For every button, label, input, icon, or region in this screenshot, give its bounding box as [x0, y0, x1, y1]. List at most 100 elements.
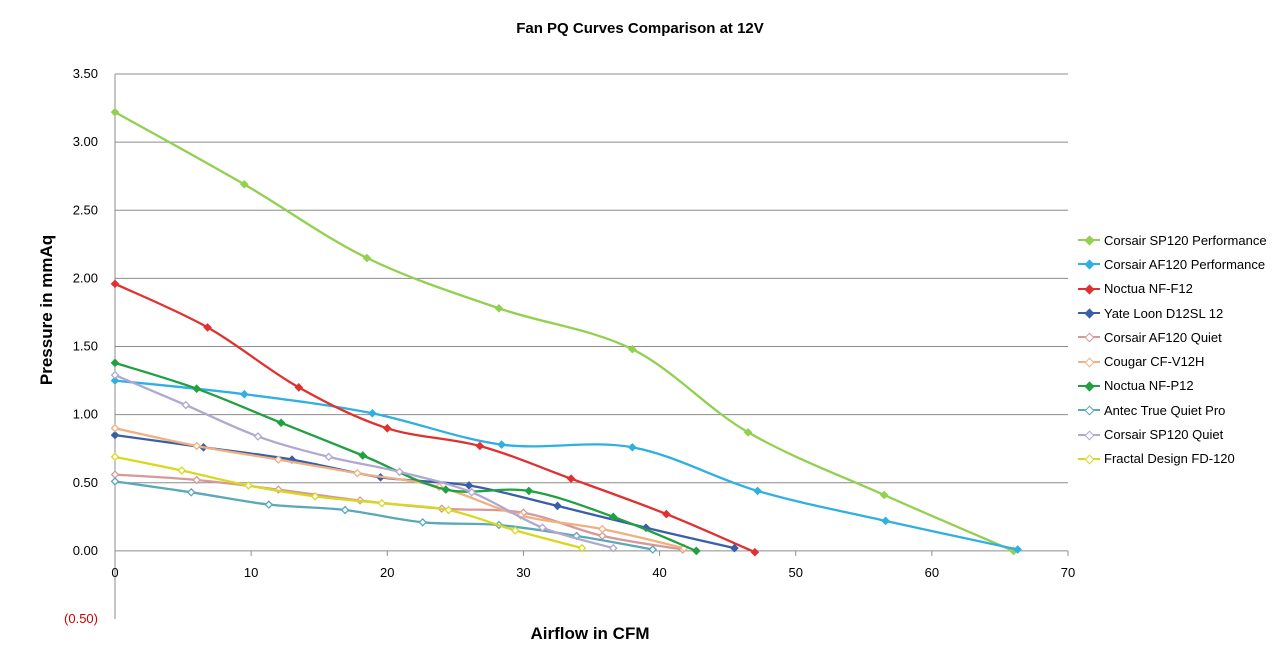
data-point	[648, 545, 658, 554]
chart-legend: Corsair SP120 Performance Corsair AF120 P…	[1078, 228, 1267, 471]
data-point	[467, 487, 477, 497]
y-tick-label: 2.00	[73, 270, 98, 285]
data-point	[264, 500, 274, 509]
data-point	[524, 486, 534, 496]
data-point	[274, 455, 283, 464]
y-tick-label: 2.50	[73, 202, 98, 217]
data-point	[310, 492, 320, 501]
data-point	[382, 423, 392, 433]
data-point	[750, 547, 760, 557]
data-point	[628, 344, 637, 354]
data-point	[240, 180, 249, 189]
series-line-noctua-nf-p12	[114, 361, 697, 552]
legend-label: Antec True Quiet Pro	[1104, 402, 1226, 418]
data-point	[110, 358, 120, 368]
legend-item: Corsair SP120 Quiet	[1078, 422, 1267, 446]
data-point	[358, 451, 368, 460]
legend-item: Fractal Design FD-120	[1078, 447, 1267, 471]
data-point	[441, 485, 451, 494]
data-point	[244, 481, 253, 490]
y-axis-label: Pressure in mmAq	[37, 234, 56, 386]
data-point	[464, 481, 474, 490]
data-point	[662, 509, 671, 519]
x-tick-label: 40	[652, 565, 666, 580]
data-point	[743, 428, 753, 437]
legend-swatch-marker	[1084, 381, 1095, 392]
data-point	[110, 470, 120, 479]
legend-label: Corsair SP120 Quiet	[1104, 427, 1224, 443]
y-tick-label: (0.50)	[64, 611, 98, 626]
data-point	[177, 466, 187, 475]
data-point	[608, 543, 618, 553]
legend-swatch	[1078, 356, 1100, 368]
legend-item: Corsair SP120 Performance	[1078, 228, 1267, 252]
data-point	[110, 477, 120, 486]
data-point	[577, 543, 587, 553]
legend-item: Corsair AF120 Performance	[1078, 252, 1267, 276]
data-point	[110, 423, 120, 433]
legend-item: Noctua NF-F12	[1078, 277, 1267, 301]
series-line-corsair-af120-performance	[114, 379, 1018, 551]
legend-item: Antec True Quiet Pro	[1078, 398, 1267, 422]
legend-swatch-marker	[1084, 235, 1095, 246]
data-point	[110, 107, 120, 117]
x-tick-label: 70	[1061, 565, 1075, 580]
chart-title: Fan PQ Curves Comparison at 12V	[516, 20, 764, 37]
data-point	[192, 441, 202, 451]
data-point	[598, 531, 607, 541]
data-point	[881, 516, 890, 526]
data-point	[353, 468, 362, 478]
data-point	[110, 370, 120, 380]
data-point	[598, 524, 607, 534]
data-point	[553, 501, 562, 511]
x-tick-label: 50	[788, 565, 802, 580]
x-tick-label: 0	[111, 565, 118, 580]
data-point	[1013, 545, 1022, 554]
data-point	[110, 430, 120, 440]
y-tick-label: 1.00	[73, 407, 98, 422]
data-point	[203, 323, 212, 332]
data-point	[475, 441, 485, 451]
legend-swatch	[1078, 234, 1100, 246]
y-tick-label: 0.50	[73, 475, 98, 490]
legend-swatch	[1078, 307, 1100, 319]
legend-swatch-marker	[1084, 430, 1095, 440]
data-point	[110, 452, 120, 462]
legend-swatch-marker	[1084, 308, 1095, 319]
series-line-cougar-cf-v12h	[114, 427, 685, 550]
data-point	[253, 432, 263, 441]
data-point	[566, 474, 576, 483]
data-point	[362, 253, 372, 263]
data-point	[240, 389, 249, 399]
data-point	[444, 505, 453, 515]
data-point	[497, 440, 506, 449]
data-point	[538, 523, 547, 533]
legend-swatch	[1078, 380, 1100, 392]
series-line-corsair-sp120-performance	[114, 111, 1014, 552]
data-point	[377, 498, 387, 508]
y-tick-label: 1.50	[73, 339, 98, 354]
legend-label: Corsair SP120 Performance	[1104, 232, 1267, 248]
legend-swatch	[1078, 429, 1100, 441]
legend-label: Noctua NF-P12	[1104, 378, 1194, 394]
series-line-yate-loon-d12sl-12	[114, 433, 735, 550]
legend-swatch	[1078, 283, 1100, 295]
legend-swatch	[1078, 258, 1100, 270]
legend-label: Fractal Design FD-120	[1104, 451, 1235, 467]
legend-swatch-marker	[1084, 357, 1095, 368]
legend-swatch-marker	[1084, 259, 1095, 270]
legend-label: Corsair AF120 Quiet	[1104, 329, 1222, 345]
series-line-noctua-nf-f12	[114, 282, 756, 554]
x-tick-label: 60	[925, 565, 939, 580]
series-line-antec-true-quiet-pro	[114, 480, 654, 551]
legend-item: Cougar CF-V12H	[1078, 349, 1267, 373]
legend-swatch	[1078, 404, 1100, 416]
legend-item: Corsair AF120 Quiet	[1078, 325, 1267, 349]
data-point	[276, 418, 286, 428]
data-point	[192, 384, 202, 394]
legend-swatch-marker	[1084, 454, 1095, 465]
data-point	[110, 376, 120, 385]
data-point	[186, 487, 196, 497]
data-point	[340, 505, 350, 515]
